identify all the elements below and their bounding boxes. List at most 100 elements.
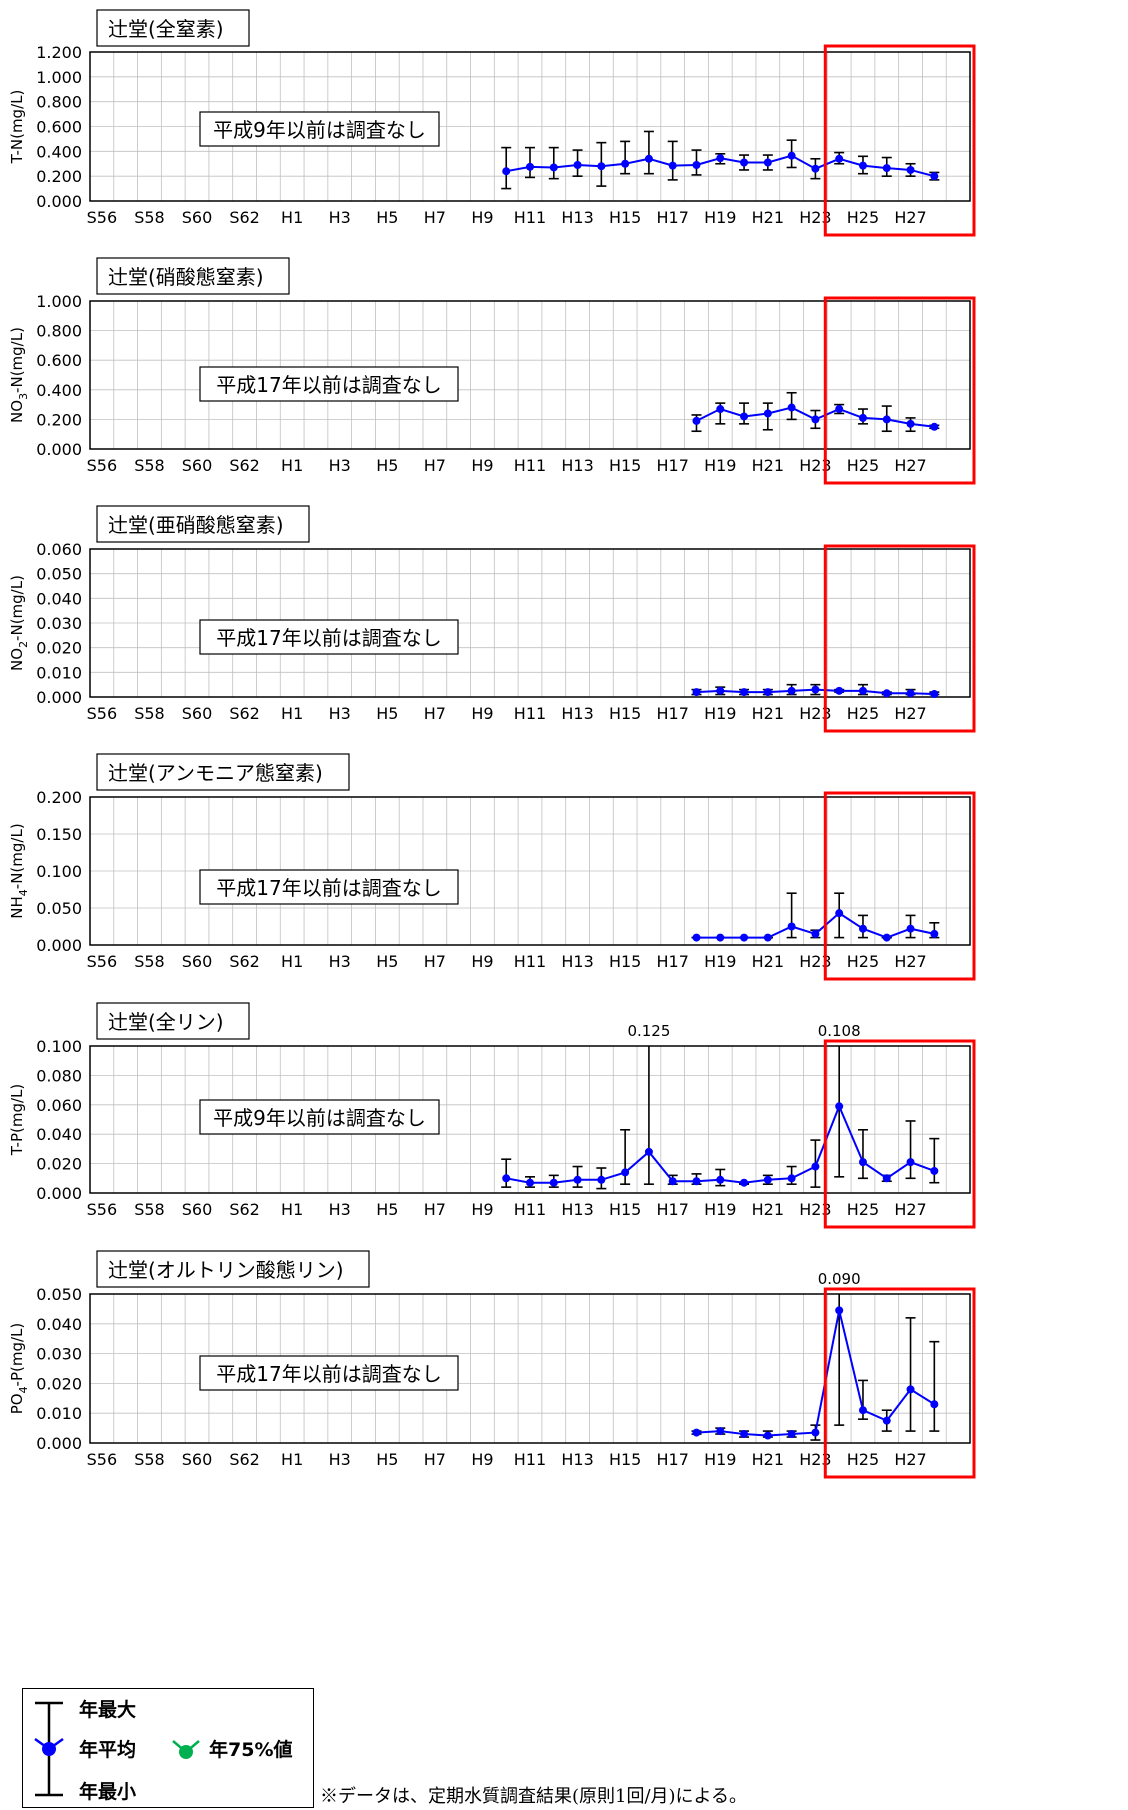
x-tick-label: H13 [561, 208, 593, 227]
y-tick-label: 0.000 [36, 1434, 82, 1453]
x-tick-label: S62 [229, 952, 260, 971]
mean-marker [787, 151, 796, 160]
mean-marker [835, 1306, 844, 1315]
annotation-box [199, 1099, 440, 1135]
y-tick-label: 0.010 [36, 663, 82, 682]
x-tick-label: S60 [182, 704, 213, 723]
series-年平均 [691, 892, 940, 942]
mean-marker [906, 165, 915, 174]
y-tick-label: 0.600 [36, 351, 82, 370]
x-tick-label: H1 [281, 952, 303, 971]
series-年平均 [691, 391, 940, 433]
x-tick-label: H9 [471, 1200, 493, 1219]
x-tick-label: H3 [329, 952, 351, 971]
x-tick-label: H25 [847, 456, 879, 475]
annotation-text: 平成9年以前は調査なし [213, 1106, 426, 1130]
no-survey-annotation: 平成9年以前は調査なし [199, 111, 440, 147]
mean-marker [763, 158, 772, 167]
mean-marker [502, 167, 511, 176]
mean-marker [692, 1177, 701, 1186]
mean-marker [716, 405, 725, 414]
mean-marker [835, 686, 844, 695]
chart-panel-3: 辻堂(亜硝酸態窒素) 0.000 0.010 0.020 0.030 0.040 0.050… [8, 505, 976, 733]
mean-marker [716, 154, 725, 163]
mean-marker [882, 933, 891, 942]
mean-marker [930, 1400, 939, 1409]
no-survey-annotation: 平成17年以前は調査なし [199, 869, 459, 905]
x-tick-label: H23 [799, 1450, 831, 1469]
x-tick-label: S60 [182, 208, 213, 227]
mean-marker [930, 690, 939, 699]
mean-marker [930, 929, 939, 938]
x-tick-label: S56 [87, 456, 118, 475]
x-tick-label: S62 [229, 456, 260, 475]
chart-title-border [96, 257, 290, 295]
x-tick-label: H19 [704, 1450, 736, 1469]
x-tick-label: H23 [799, 704, 831, 723]
mean-marker [740, 1178, 749, 1187]
mean-marker [621, 1168, 630, 1177]
plot-frame [89, 796, 971, 946]
x-tick-label: H7 [424, 208, 446, 227]
recent-years-highlight [823, 296, 976, 485]
x-tick-label: S56 [87, 1450, 118, 1469]
y-tick-label: 0.000 [36, 192, 82, 211]
x-tick-label: H15 [609, 1450, 641, 1469]
mean-marker [787, 1174, 796, 1183]
legend: 年最大 年平均 年75%値 年最小 [22, 1688, 314, 1808]
no-survey-annotation: 平成17年以前は調査なし [199, 366, 459, 402]
x-tick-label: H13 [561, 704, 593, 723]
x-tick-label: H13 [561, 1450, 593, 1469]
y-tick-label: 0.050 [36, 899, 82, 918]
annotation-text: 平成17年以前は調査なし [216, 626, 441, 650]
overflow-value-label: 0.125 [627, 1022, 670, 1040]
x-tick-label: H1 [281, 1450, 303, 1469]
mean-marker [906, 1158, 915, 1167]
mean-marker [858, 413, 867, 422]
annotation-text: 平成17年以前は調査なし [216, 1362, 441, 1386]
mean-marker [692, 416, 701, 425]
y-tick-label: 0.030 [36, 1345, 82, 1364]
series-年平均 [691, 1294, 940, 1441]
mean-marker [906, 924, 915, 933]
mean-marker [858, 1406, 867, 1415]
y-tick-label: 0.030 [36, 614, 82, 633]
mean-marker [621, 159, 630, 168]
x-tick-label: H7 [424, 456, 446, 475]
plot-frame [89, 51, 971, 202]
mean-marker [858, 161, 867, 170]
mean-marker [597, 1175, 606, 1184]
chart-title: 辻堂(全リン) [96, 1002, 250, 1040]
annotation-text: 平成9年以前は調査なし [213, 118, 426, 142]
x-tick-label: H1 [281, 456, 303, 475]
y-tick-label: 0.000 [36, 936, 82, 955]
y-tick-label: 0.100 [36, 1037, 82, 1056]
x-tick-label: H5 [376, 208, 398, 227]
chart-title: 辻堂(亜硝酸態窒素) [96, 505, 310, 543]
x-tick-label: H25 [847, 208, 879, 227]
x-tick-label: H1 [281, 1200, 303, 1219]
x-tick-label: H15 [609, 1200, 641, 1219]
x-tick-label: S58 [134, 208, 165, 227]
x-tick-label: H27 [894, 1200, 926, 1219]
chart-title-border [96, 505, 310, 543]
mean-marker [740, 933, 749, 942]
mean-marker [930, 172, 939, 181]
mean-marker [526, 1178, 534, 1187]
y-tick-label: 0.050 [36, 565, 82, 584]
y-tick-label: 0.200 [36, 167, 82, 186]
mean-marker [573, 1175, 582, 1184]
legend-mean-label: 年平均 [79, 1739, 137, 1761]
annotation-box [199, 111, 440, 147]
x-tick-label: H13 [561, 1200, 593, 1219]
recent-years-highlight [823, 1287, 976, 1479]
mean-marker [740, 688, 749, 697]
x-tick-label: H9 [471, 952, 493, 971]
mean-marker [930, 422, 939, 431]
x-tick-label: S58 [134, 1450, 165, 1469]
y-tick-label: 0.600 [36, 118, 82, 137]
y-tick-label: 0.060 [36, 540, 82, 559]
y-tick-label: 0.000 [36, 440, 82, 459]
plot-frame [89, 300, 971, 450]
y-tick-label: 0.010 [36, 1404, 82, 1423]
